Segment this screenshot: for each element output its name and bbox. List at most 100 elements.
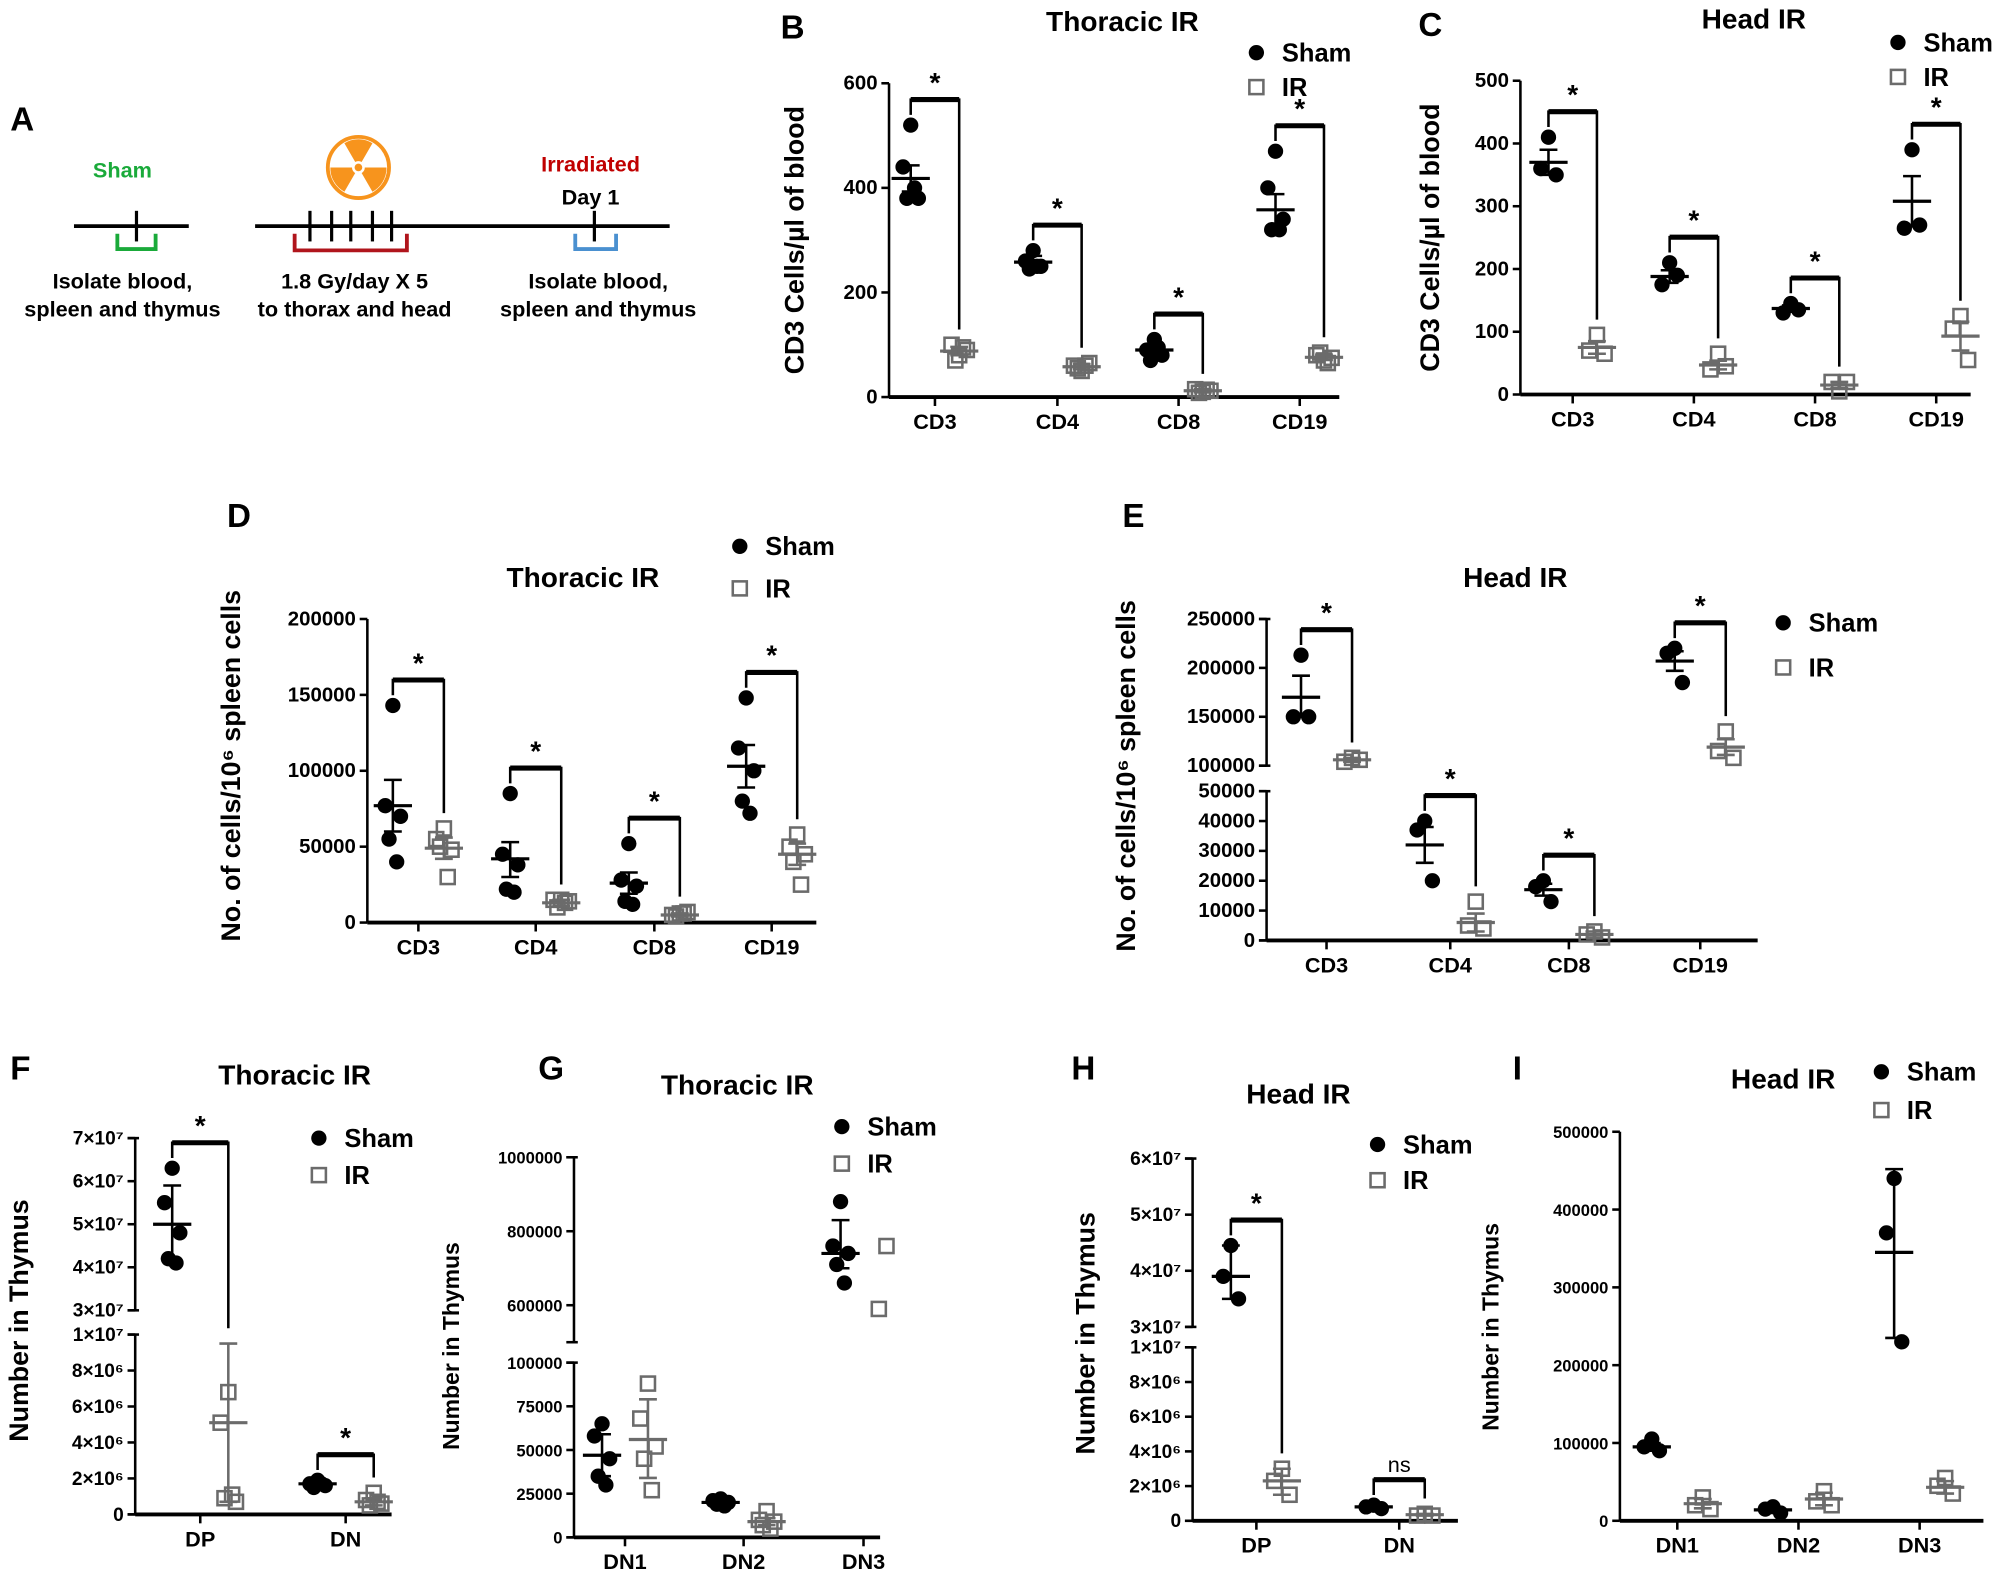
ir-point [439,868,456,886]
series-sham [373,690,766,913]
legend-ir-marker [1889,68,1907,86]
y-axis-label: CD3 Cells/µl of blood [780,106,810,374]
legend-sham-label: Sham [1923,29,1992,57]
sham-point [1267,143,1284,159]
x-tick-label: DN1 [603,1549,646,1574]
ir-point [1959,351,1977,369]
sham-point [621,835,637,852]
ir-point [643,1481,661,1499]
sham-point [825,1238,841,1254]
x-tick-label: CD19 [744,934,799,959]
series-ir [1262,1460,1444,1524]
legend-ir-marker [1248,78,1265,96]
significance-bracket [1673,621,1728,717]
x-tick-label: CD19 [1909,406,1964,431]
significance-bracket [1423,794,1478,887]
y-tick-label: 4×10⁷ [73,1258,124,1279]
day-label: Day 1 [562,184,620,209]
y-tick-label: 200000 [1187,657,1255,679]
y-tick-label: 50000 [1198,781,1255,803]
y-tick-label: 8×10⁶ [1129,1372,1181,1393]
chart-title: Thoracic IR [1046,6,1199,37]
x-tick-label: CD8 [1157,409,1200,434]
x-tick-label: DN3 [842,1549,885,1574]
sham-point [1533,160,1549,177]
legend-sham-marker [732,538,748,554]
sham-point [1543,893,1559,910]
significance-label: * [340,1422,351,1453]
panel-b: B Thoracic IR CD3 Cells/µl of blood 0 200 400… [780,6,1352,434]
dose-bracket [292,233,409,253]
legend-ir-marker [1774,659,1792,676]
y-tick-label: 0 [1599,1512,1608,1531]
y-tick-label: 1×10⁷ [73,1325,124,1346]
sham-point [730,740,747,756]
legend-ir-marker [1369,1171,1386,1189]
sham-point [625,896,641,913]
y-tick-label: 0 [1170,1511,1181,1532]
chart-title: Thoracic IR [218,1060,371,1091]
y-tick-label: 200000 [288,608,356,630]
chart-title: Head IR [1246,1079,1350,1110]
sham-point [392,808,409,824]
y-tick-label: 50000 [299,836,356,858]
y-tick-label: 150000 [288,684,356,706]
sham-point [1904,142,1920,158]
sham-point [172,1225,188,1241]
significance-label: * [929,67,940,98]
y-tick-label: 300000 [1553,1279,1608,1298]
significance-label: * [1810,245,1821,276]
x-tick-label: CD4 [514,934,557,959]
irradiated-label: Irradiated [541,151,640,176]
significance-bracket [1229,1218,1284,1454]
x-tick-label: CD19 [1673,952,1728,977]
sham-point [602,1451,618,1467]
significance-label: * [1688,205,1699,236]
series-sham [1632,1167,1914,1521]
x-tick-label: DN3 [1898,1533,1941,1558]
significance-label: * [1445,763,1456,794]
y-axis-label: Number in Thymus [1478,1223,1504,1431]
sham-point [1659,645,1675,661]
significance-label: * [1294,93,1305,124]
panel-letter: A [10,101,34,138]
charts: B Thoracic IR CD3 Cells/µl of blood 0 200 400… [4,3,1993,1574]
significance-bracket [1789,276,1841,367]
legend-ir-label: IR [1809,654,1834,682]
ir-point [632,1410,649,1427]
y-axis-label: No. of cells/10⁶ spleen cells [216,590,246,942]
panel-letter: H [1071,1050,1095,1087]
y-tick-label: 800000 [507,1223,562,1242]
y-tick-label: 150000 [1187,706,1255,728]
sham-point [832,1193,849,1210]
panel-letter: C [1418,7,1442,44]
y-tick-label: 7×10⁷ [73,1129,124,1150]
series-ir [424,820,817,925]
y-tick-label: 50000 [516,1441,562,1460]
series-ir [940,336,1344,402]
y-tick-label: 1×10⁷ [1130,1338,1181,1359]
y-tick-label: 200 [1475,258,1509,280]
x-tick-label: CD8 [1547,952,1590,977]
ir-point [1580,342,1598,359]
y-tick-label: 1000000 [498,1149,563,1168]
panel-letter: D [227,498,251,535]
sham-point [1025,242,1041,259]
x-tick-label: DN2 [1777,1533,1820,1558]
x-tick-label: CD8 [633,934,676,959]
panel-letter: B [781,10,805,47]
panel-i: I Head IR Number in Thymus 0 100000 200000 300… [1478,1050,1984,1558]
series-ir [1577,307,1980,400]
legend-ir-label: IR [1907,1097,1933,1125]
sham-point [586,1428,603,1444]
sham-point [613,872,629,888]
significance-label: * [1052,192,1063,223]
sham-point [734,793,750,809]
sham-point [1661,255,1678,271]
panel-h: H Head IR Number in Thymus 0 2×10⁶ 4×10⁶ 6×10⁶… [1070,1050,1472,1557]
legend-sham-marker [1873,1064,1890,1080]
significance-label: * [1695,590,1706,621]
sham-point [156,1195,173,1211]
sham-point [594,1416,610,1432]
y-tick-label: 40000 [1198,810,1255,832]
